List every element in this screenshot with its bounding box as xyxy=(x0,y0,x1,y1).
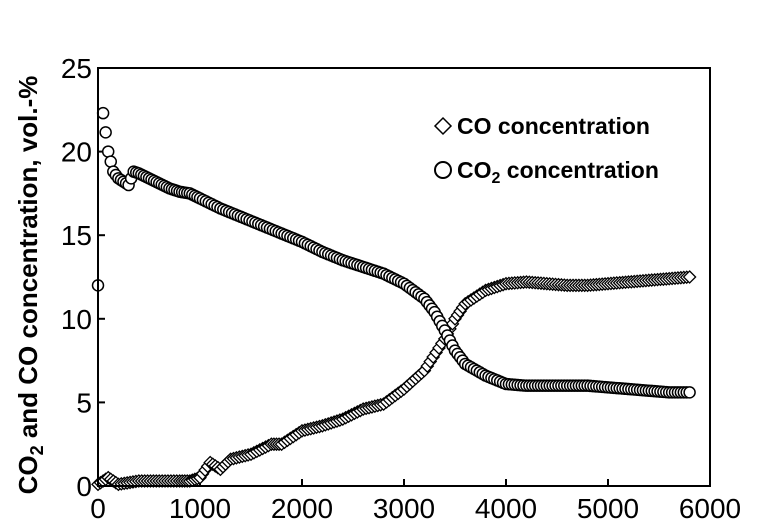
legend-co2-label: CO2 concentration xyxy=(457,157,659,187)
legend-co2-label-suffix: concentration xyxy=(500,157,658,183)
legend-co2-label-subscript: 2 xyxy=(492,170,501,187)
series-co xyxy=(91,270,697,492)
y-tick-label: 25 xyxy=(61,53,92,84)
y-axis-label: CO2 and CO concentration, vol.-% xyxy=(13,76,47,495)
y-tick-label: 20 xyxy=(61,137,92,168)
x-tick-label: 1000 xyxy=(169,493,231,524)
co2-point xyxy=(96,106,110,120)
y-tick-label: 15 xyxy=(61,220,92,251)
x-tick-label: 2000 xyxy=(271,493,333,524)
co2-point xyxy=(101,145,115,158)
legend-co-label: CO concentration xyxy=(457,113,650,139)
legend-co2-label-prefix: CO xyxy=(457,157,492,183)
x-tick-label: 6000 xyxy=(679,493,741,524)
x-tick-label: 4000 xyxy=(475,493,537,524)
series-co2 xyxy=(91,106,696,399)
legend: CO concentration CO2 concentration xyxy=(433,113,659,187)
x-tick-label: 0 xyxy=(90,493,106,524)
legend-co2-circle-icon xyxy=(434,161,452,179)
x-tick-label: 3000 xyxy=(373,493,435,524)
axis-ticks: 0 1000 2000 3000 4000 5000 6000 0 5 10 15 20 25 xyxy=(61,53,741,524)
co2-point xyxy=(99,126,112,139)
co2-point xyxy=(683,386,696,399)
legend-co-diamond-icon xyxy=(433,116,453,136)
plot-frame xyxy=(97,67,711,487)
y-axis-label-co2: CO xyxy=(13,455,43,494)
y-axis-label-subscript: 2 xyxy=(27,445,47,455)
y-tick-label: 5 xyxy=(76,387,92,418)
x-tick-label: 5000 xyxy=(577,493,639,524)
co-point xyxy=(682,270,697,284)
data-series xyxy=(91,106,697,492)
y-tick-label: 10 xyxy=(61,304,92,335)
y-axis-label-rest: and CO concentration, vol.-% xyxy=(13,76,43,446)
co2-point xyxy=(104,155,117,168)
y-tick-label: 0 xyxy=(76,471,92,502)
